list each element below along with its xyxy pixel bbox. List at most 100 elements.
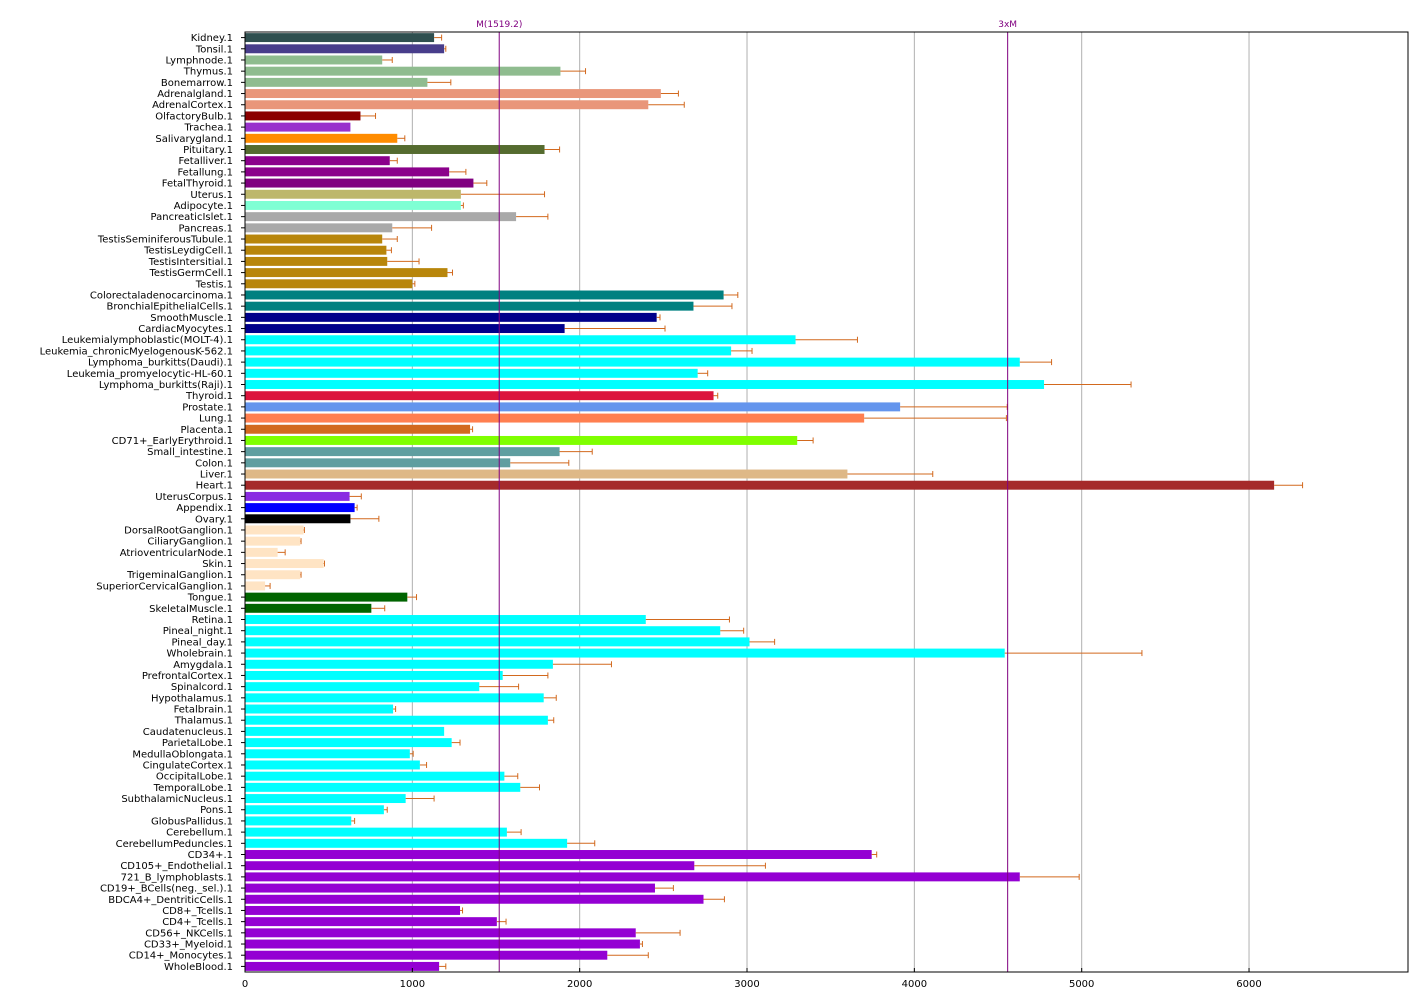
bar-70 xyxy=(245,816,352,826)
category-label-30: Leukemia_promyelocytic-HL-60.1 xyxy=(67,369,233,380)
category-label-46: AtrioventricularNode.1 xyxy=(120,548,233,559)
bar-26 xyxy=(245,324,565,334)
bar-9 xyxy=(245,133,398,143)
plot-area-frame xyxy=(244,31,1409,973)
bar-44 xyxy=(245,525,304,535)
category-label-34: Lung.1 xyxy=(199,414,233,425)
category-label-60: Fetalbrain.1 xyxy=(174,705,233,716)
bar-72 xyxy=(245,838,568,848)
bar-8 xyxy=(245,122,351,132)
category-label-47: Skin.1 xyxy=(202,559,233,570)
category-label-10: Pituitary.1 xyxy=(183,145,233,156)
category-label-16: PancreaticIslet.1 xyxy=(151,212,233,223)
bar-34 xyxy=(245,413,865,423)
category-label-68: SubthalamicNucleus.1 xyxy=(121,794,233,805)
bar-75 xyxy=(245,872,1020,882)
bar-40 xyxy=(245,480,1275,490)
category-label-19: TestisLeydigCell.1 xyxy=(143,246,233,257)
category-label-66: OccipitalLobe.1 xyxy=(156,772,233,783)
category-label-7: OlfactoryBulb.1 xyxy=(155,111,233,122)
bar-21 xyxy=(245,268,448,278)
category-label-42: Appendix.1 xyxy=(176,503,233,514)
bar-20 xyxy=(245,256,388,266)
category-label-53: Pineal_night.1 xyxy=(163,626,233,637)
bar-39 xyxy=(245,469,848,479)
category-label-37: Small_intestine.1 xyxy=(147,447,233,458)
bar-6 xyxy=(245,100,649,110)
category-label-41: UterusCorpus.1 xyxy=(155,492,233,503)
bar-83 xyxy=(245,961,440,971)
category-label-8: Trachea.1 xyxy=(183,123,233,134)
bar-78 xyxy=(245,905,461,915)
bar-54 xyxy=(245,637,750,647)
category-label-59: Hypothalamus.1 xyxy=(151,693,233,704)
bar-25 xyxy=(245,312,657,322)
bar-60 xyxy=(245,704,394,714)
bar-63 xyxy=(245,738,452,748)
bar-28 xyxy=(245,346,732,356)
category-label-20: TestisIntersitial.1 xyxy=(148,257,233,268)
x-tick-label-3: 3000 xyxy=(734,979,759,990)
bar-66 xyxy=(245,771,505,781)
bar-4 xyxy=(245,77,428,87)
category-label-13: FetalThyroid.1 xyxy=(162,179,233,190)
category-label-43: Ovary.1 xyxy=(195,514,233,525)
category-label-55: Wholebrain.1 xyxy=(166,649,233,660)
bar-14 xyxy=(245,189,461,199)
category-label-64: MedullaOblongata.1 xyxy=(132,749,233,760)
category-label-6: AdrenalCortex.1 xyxy=(152,100,233,111)
category-label-70: GlobusPallidus.1 xyxy=(151,816,233,827)
category-label-48: TrigeminalGanglion.1 xyxy=(126,570,233,581)
category-label-29: Lymphoma_burkitts(Daudi).1 xyxy=(88,358,233,369)
bar-74 xyxy=(245,861,695,871)
reference-lines: M(1519.2) 3xM xyxy=(476,20,1017,972)
bar-46 xyxy=(245,547,278,557)
x-tick-label-0: 0 xyxy=(242,979,248,990)
bar-23 xyxy=(245,290,724,300)
bar-56 xyxy=(245,659,553,669)
bar-50 xyxy=(245,592,408,602)
category-label-28: Leukemia_chronicMyelogenousK-562.1 xyxy=(40,346,233,357)
bar-77 xyxy=(245,894,704,904)
bar-57 xyxy=(245,670,503,680)
bar-24 xyxy=(245,301,694,311)
category-label-22: Testis.1 xyxy=(195,279,233,290)
bar-5 xyxy=(245,89,661,99)
bar-58 xyxy=(245,682,480,692)
category-label-72: CerebellumPeduncles.1 xyxy=(116,839,233,850)
category-label-2: Lymphnode.1 xyxy=(166,55,234,66)
grid-lines xyxy=(244,32,1250,972)
category-label-65: CingulateCortex.1 xyxy=(143,760,233,771)
category-label-33: Prostate.1 xyxy=(182,402,233,413)
x-tick-label-4: 4000 xyxy=(902,979,927,990)
category-label-32: Thyroid.1 xyxy=(185,391,233,402)
bar-62 xyxy=(245,726,445,736)
category-label-49: SuperiorCervicalGanglion.1 xyxy=(96,581,233,592)
category-label-9: Salivarygland.1 xyxy=(155,134,233,145)
bar-41 xyxy=(245,491,350,501)
category-label-83: WholeBlood.1 xyxy=(164,962,233,973)
bar-51 xyxy=(245,603,372,613)
category-label-25: SmoothMuscle.1 xyxy=(150,313,233,324)
bar-59 xyxy=(245,693,544,703)
bar-80 xyxy=(245,928,636,938)
category-label-61: Thalamus.1 xyxy=(174,716,233,727)
bar-36 xyxy=(245,435,798,445)
bar-30 xyxy=(245,368,698,378)
category-label-17: Pancreas.1 xyxy=(179,223,233,234)
category-label-5: Adrenalgland.1 xyxy=(157,89,233,100)
category-label-73: CD34+.1 xyxy=(188,850,233,861)
category-label-74: CD105+_Endothelial.1 xyxy=(120,861,233,872)
bar-13 xyxy=(245,178,474,188)
category-label-14: Uterus.1 xyxy=(190,190,233,201)
category-label-45: CiliaryGanglion.1 xyxy=(147,537,233,548)
bar-48 xyxy=(245,570,301,580)
category-label-40: Heart.1 xyxy=(196,481,233,492)
bar-32 xyxy=(245,391,714,401)
x-tick-label-2: 2000 xyxy=(567,979,592,990)
bar-71 xyxy=(245,827,507,837)
category-label-54: Pineal_day.1 xyxy=(172,637,234,648)
category-label-1: Tonsil.1 xyxy=(195,44,233,55)
category-label-52: Retina.1 xyxy=(192,615,233,626)
